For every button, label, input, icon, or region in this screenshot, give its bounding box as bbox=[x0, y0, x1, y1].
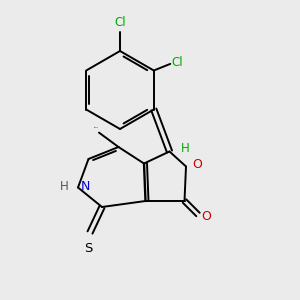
Text: O: O bbox=[193, 158, 202, 171]
Text: S: S bbox=[84, 242, 93, 254]
Text: Cl: Cl bbox=[172, 56, 183, 69]
Text: Cl: Cl bbox=[114, 16, 126, 29]
Text: H: H bbox=[60, 180, 69, 193]
Text: H: H bbox=[181, 142, 190, 155]
Text: N: N bbox=[80, 180, 90, 193]
Text: methyl: methyl bbox=[94, 127, 99, 128]
Text: O: O bbox=[202, 210, 212, 224]
